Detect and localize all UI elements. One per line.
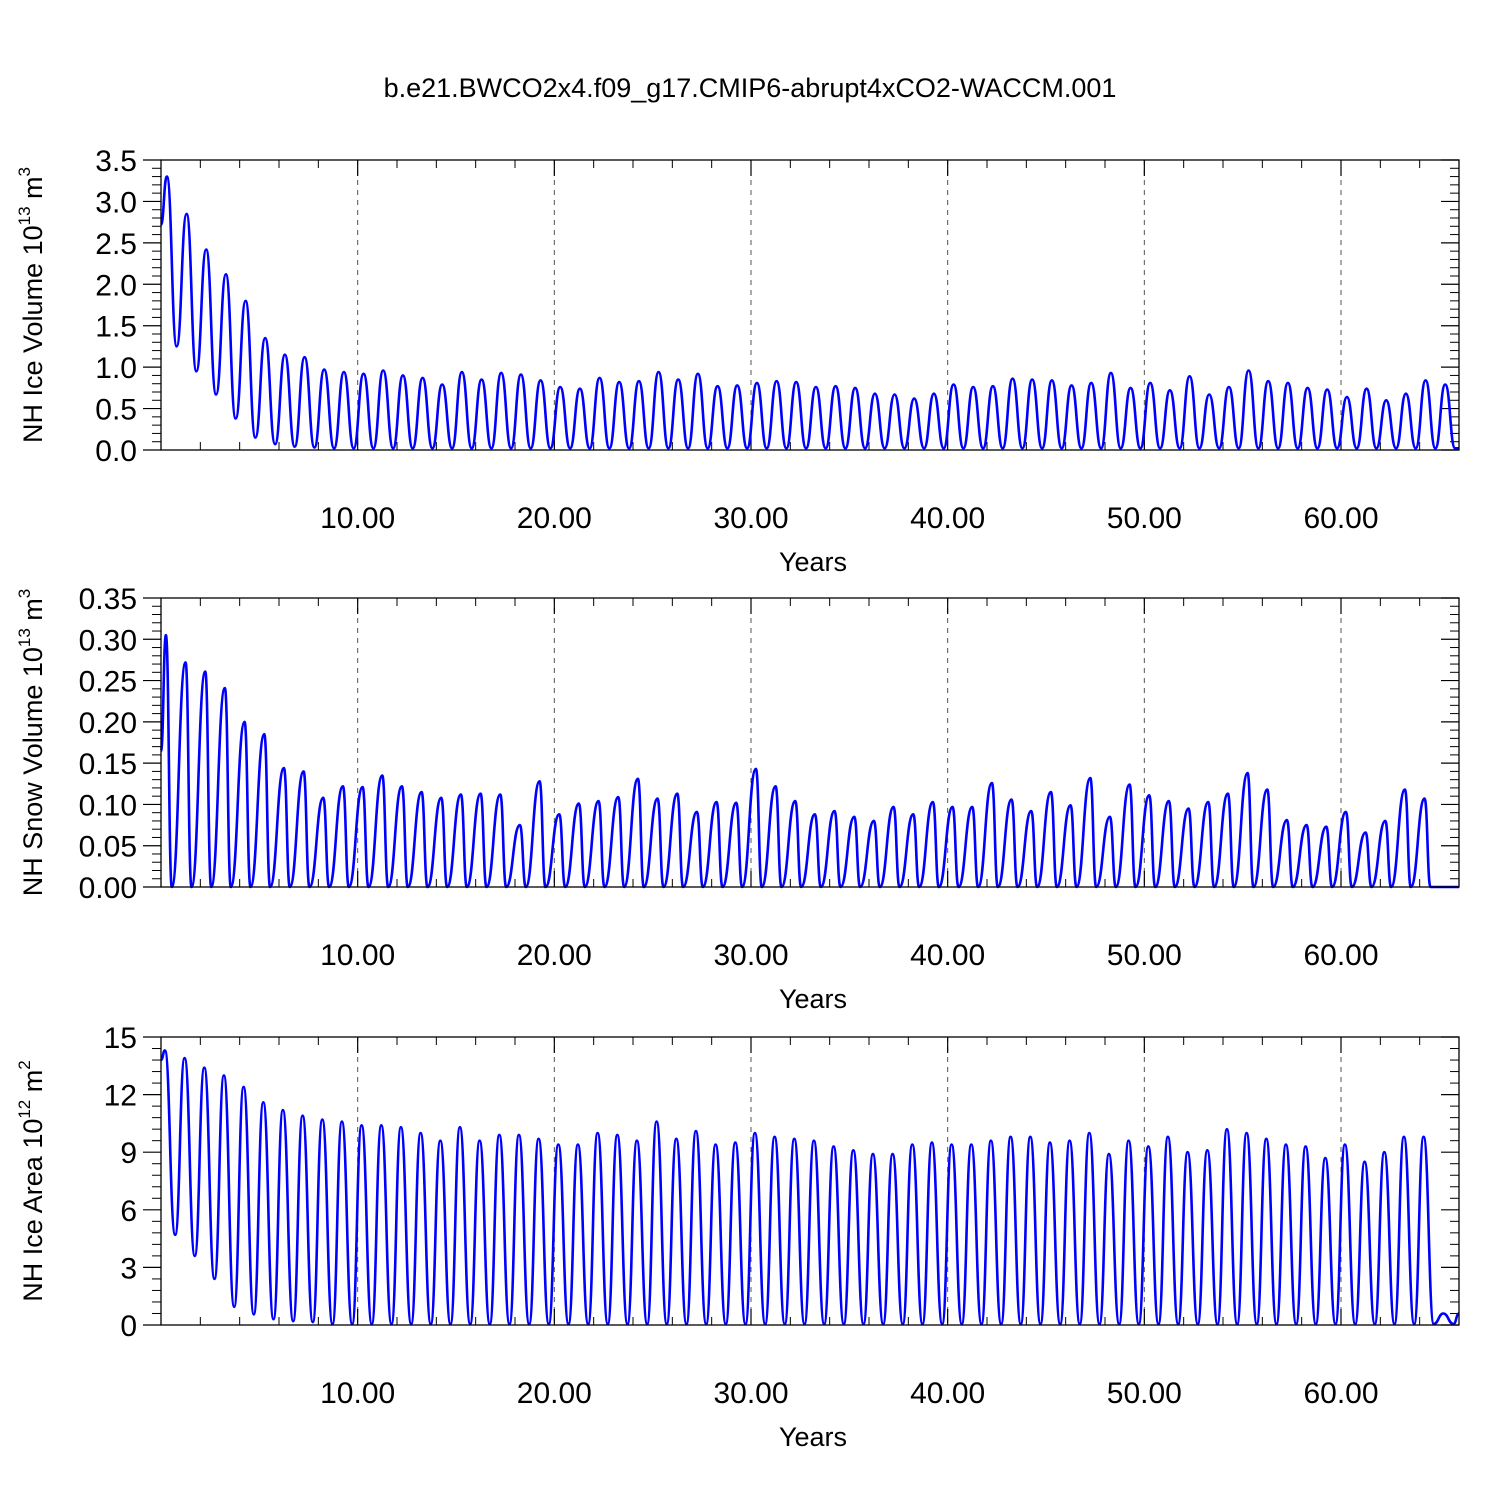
snow-volume-y-tick-label: 0.35 (79, 583, 137, 616)
ice-volume-y-tick-label: 0.0 (95, 435, 137, 468)
ice-area-panel: 10.00 20.00 30.00 40.00 50.00 60.00 0 3 6 9 12 15 Ye… (15, 1022, 1460, 1452)
snow-volume-x-tick-label: 30.00 (713, 939, 788, 972)
ice-volume-panel: 10.00 20.00 30.00 40.00 50.00 60.00 0.0 0.5 1.0 1… (15, 145, 1460, 577)
ice-volume-x-tick-label: 10.00 (320, 502, 395, 535)
ice-volume-x-tick-label: 20.00 (517, 502, 592, 535)
ice-volume-y-tick-label: 1.5 (95, 311, 137, 344)
ice-volume-y-tick-label: 3.5 (95, 145, 137, 178)
snow-volume-y-axis-label-unit: m (18, 598, 48, 628)
ice-volume-x-axis-label: Years (779, 547, 847, 577)
ice-volume-x-tick-label: 60.00 (1303, 502, 1378, 535)
ice-volume-y-tick-label: 3.0 (95, 186, 137, 219)
snow-volume-y-tick-label: 0.05 (79, 831, 137, 864)
ice-area-y-tick-label: 3 (120, 1252, 137, 1285)
ice-volume-y-axis-label: NH Ice Volume 1013 m3 (15, 167, 48, 443)
ice-volume-x-tick-label: 40.00 (910, 502, 985, 535)
ice-area-x-tick-label: 10.00 (320, 1377, 395, 1410)
ice-volume-y-axis-label-unit: m (18, 176, 48, 206)
snow-volume-panel: 10.00 20.00 30.00 40.00 50.00 60.00 0.00 0.05 0.… (15, 583, 1460, 1014)
ice-volume-y-tick-label: 2.5 (95, 228, 137, 261)
ice-area-y-tick-label: 0 (120, 1310, 137, 1343)
snow-volume-y-tick-label: 0.15 (79, 748, 137, 781)
snow-volume-plot-frame (160, 597, 1460, 888)
ice-area-y-tick-label: 12 (104, 1080, 137, 1113)
ice-area-plot-frame (160, 1036, 1460, 1326)
snow-volume-x-axis-label: Years (779, 984, 847, 1014)
snow-volume-y-tick-label: 0.30 (79, 624, 137, 657)
snow-volume-x-tick-label: 40.00 (910, 939, 985, 972)
ice-volume-series-line (159, 175, 1459, 450)
ice-area-x-tick-label: 20.00 (517, 1377, 592, 1410)
ice-area-y-axis-label-text: NH Ice Area 10 (18, 1119, 48, 1302)
ice-volume-y-tick-label: 1.0 (95, 352, 137, 385)
ice-area-y-axis-label-unit: m (18, 1070, 48, 1100)
ice-area-x-tick-label: 40.00 (910, 1377, 985, 1410)
ice-area-y-tick-label: 6 (120, 1195, 137, 1228)
ice-area-x-tick-label: 50.00 (1107, 1377, 1182, 1410)
snow-volume-y-tick-label: 0.10 (79, 789, 137, 822)
ice-volume-y-tick-label: 2.0 (95, 269, 137, 302)
snow-volume-x-tick-label: 10.00 (320, 939, 395, 972)
snow-volume-y-axis-label: NH Snow Volume 1013 m3 (15, 589, 48, 897)
snow-volume-y-axis-label-unit-exponent: 3 (15, 589, 34, 598)
ice-area-series-line (160, 1049, 1460, 1326)
snow-volume-x-tick-label: 20.00 (517, 939, 592, 972)
snow-volume-y-tick-label: 0.20 (79, 707, 137, 740)
snow-volume-y-tick-label: 0.25 (79, 666, 137, 699)
figure-title: b.e21.BWCO2x4.f09_g17.CMIP6-abrupt4xCO2-… (384, 73, 1117, 103)
snow-volume-y-axis-label-text: NH Snow Volume 10 (18, 647, 48, 896)
snow-volume-x-tick-label: 50.00 (1107, 939, 1182, 972)
snow-volume-y-tick-label: 0.00 (79, 872, 137, 905)
ice-volume-y-tick-label: 0.5 (95, 394, 137, 427)
ice-area-y-tick-label: 9 (120, 1137, 137, 1170)
ice-area-x-tick-label: 60.00 (1303, 1377, 1378, 1410)
ice-area-y-axis-label-unit-exponent: 2 (15, 1060, 34, 1069)
ice-volume-x-tick-label: 50.00 (1107, 502, 1182, 535)
snow-volume-x-tick-label: 60.00 (1303, 939, 1378, 972)
ice-volume-y-axis-label-text: NH Ice Volume 10 (18, 225, 48, 443)
ice-area-y-tick-label: 15 (104, 1022, 137, 1055)
ice-area-x-axis-label: Years (779, 1422, 847, 1452)
ice-volume-plot-frame (160, 159, 1460, 451)
ice-volume-y-axis-label-unit-exponent: 3 (15, 167, 34, 176)
ice-volume-x-tick-label: 30.00 (713, 502, 788, 535)
ice-area-y-axis-label-exponent: 12 (15, 1100, 34, 1119)
snow-volume-y-axis-label-exponent: 13 (15, 628, 34, 647)
ice-area-x-tick-label: 30.00 (713, 1377, 788, 1410)
ice-area-y-axis-label: NH Ice Area 1012 m2 (15, 1060, 48, 1301)
ice-volume-y-axis-label-exponent: 13 (15, 206, 34, 225)
